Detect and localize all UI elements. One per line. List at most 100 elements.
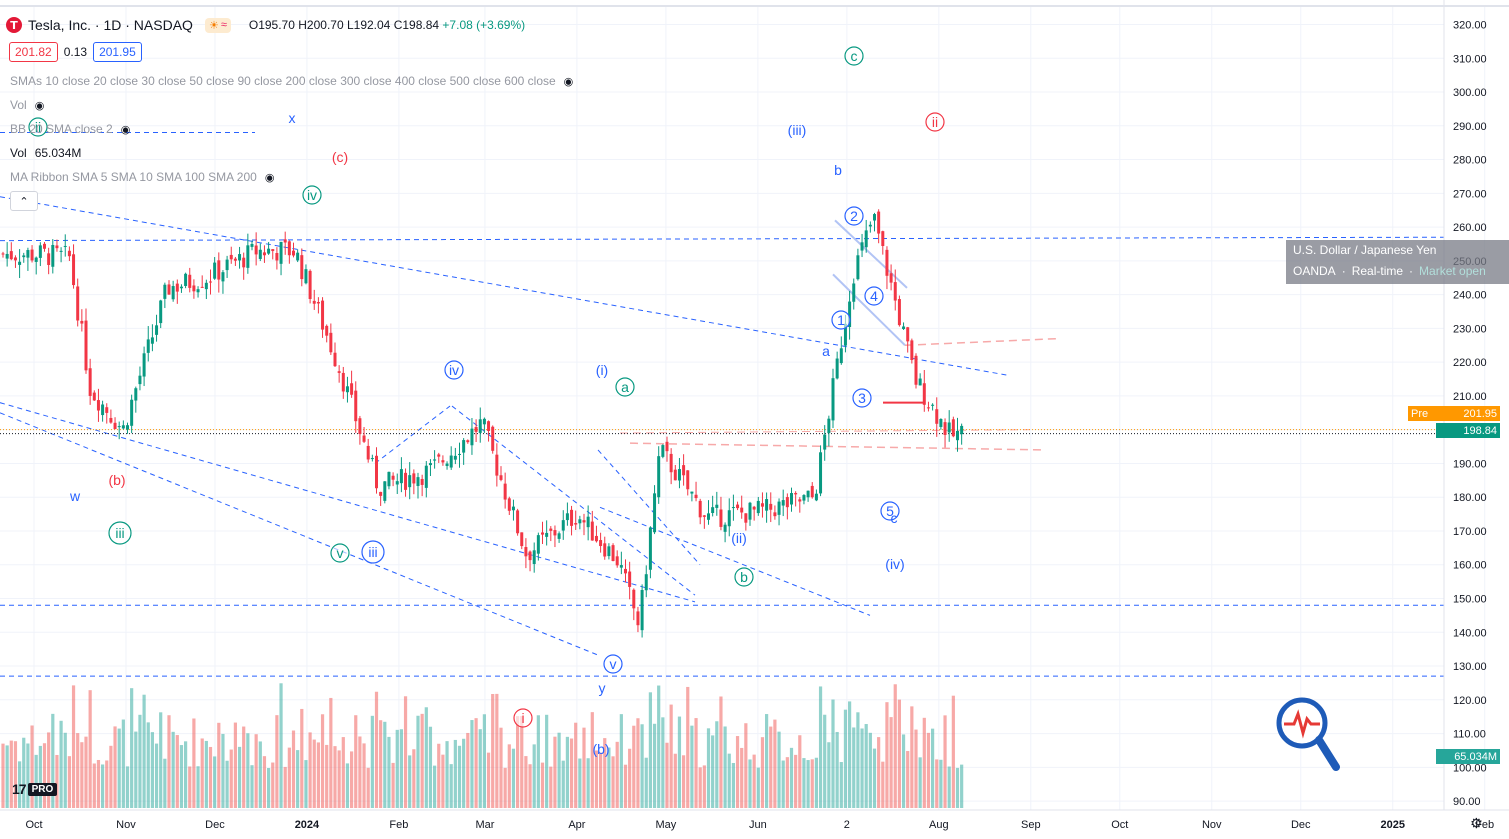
volume-bar <box>478 729 482 808</box>
candle-body <box>653 493 657 533</box>
price-tick-label: 260.00 <box>1453 222 1487 234</box>
volume-bar <box>769 726 773 808</box>
ma-ribbon-indicator[interactable]: MA Ribbon SMA 5 SMA 10 SMA 100 SMA 200 ◉ <box>10 170 274 184</box>
settings-gear-icon[interactable]: ⚙ <box>1470 815 1483 831</box>
volume-bar <box>644 757 648 808</box>
volume-bar <box>433 765 437 808</box>
candle-body <box>387 471 391 487</box>
wave-label: 1 <box>837 312 845 328</box>
volume-bar <box>275 715 279 808</box>
price-tick-label: 110.00 <box>1453 729 1486 741</box>
time-tick-label: Oct <box>25 819 42 831</box>
wave-label: ii <box>932 114 938 130</box>
trend-lines <box>0 132 1445 677</box>
candle-body <box>209 281 212 283</box>
volume-bar <box>84 736 88 808</box>
candle-body <box>549 528 553 531</box>
gridlines <box>0 6 1486 810</box>
candle-body <box>379 491 383 496</box>
volume-bar <box>59 720 63 808</box>
volume-bar <box>802 758 806 808</box>
candle-body <box>624 568 627 574</box>
candle-body <box>47 253 51 265</box>
tradingview-logo[interactable]: 17 PRO <box>12 781 58 797</box>
smas-indicator[interactable]: SMAs 10 close 20 close 30 close 50 close… <box>10 74 573 88</box>
volume-bar <box>121 719 125 808</box>
volume-bar <box>955 767 960 808</box>
session-badge[interactable]: ☀ ≈ <box>204 17 231 33</box>
usdjpy-overlay[interactable]: U.S. Dollar / Japanese Yen OANDA · Real-… <box>1286 240 1509 284</box>
volume-bar <box>457 745 462 808</box>
volume-bar <box>619 714 623 808</box>
volume-bar <box>702 765 706 808</box>
volume-bar <box>370 715 374 808</box>
volume-bar <box>661 717 665 808</box>
volume-bar <box>420 713 424 808</box>
time-tick-label: Dec <box>205 819 225 831</box>
wave-circle <box>864 286 884 306</box>
wave-label: x <box>289 110 296 126</box>
volume-bar <box>167 715 171 808</box>
volume-bar <box>565 736 569 808</box>
buy-price-button[interactable]: 201.95 <box>93 42 142 62</box>
volume-bar <box>889 717 893 808</box>
candle-body <box>835 358 839 379</box>
candle-body <box>582 520 586 523</box>
vol-indicator[interactable]: Vol 65.034M <box>10 146 81 160</box>
price-tick-label: 90.00 <box>1453 796 1481 808</box>
volume-bar <box>130 688 134 808</box>
volume-bar <box>507 744 511 808</box>
candle-body <box>565 513 569 521</box>
eye-hidden-icon[interactable]: ◉ <box>563 75 574 88</box>
volume-bar <box>13 741 18 808</box>
volume-bar <box>441 754 445 808</box>
eye-hidden-icon[interactable]: ◉ <box>120 123 131 136</box>
volume-bar <box>208 746 213 808</box>
eye-hidden-icon[interactable]: ◉ <box>264 171 275 184</box>
volume-bar <box>449 764 453 808</box>
price-tick-label: 210.00 <box>1453 391 1487 403</box>
candle-body <box>677 469 681 481</box>
volume-bar <box>1 743 5 808</box>
vol-hidden-indicator[interactable]: Vol ◉ <box>10 98 44 112</box>
volume-bar <box>910 706 914 808</box>
eye-hidden-icon[interactable]: ◉ <box>34 99 45 112</box>
candle-body <box>233 258 237 261</box>
bb-indicator[interactable]: BB 20 SMA close 2 ◉ <box>10 122 130 136</box>
candle-body <box>395 481 399 485</box>
open-value: O195.70 <box>248 18 295 32</box>
volume-bar <box>777 731 781 808</box>
candle-body <box>827 418 831 434</box>
wave-icon: ≈ <box>220 18 227 31</box>
volume-bar <box>785 757 789 808</box>
vol-hidden-label: Vol <box>10 98 27 112</box>
candle-body <box>370 458 374 460</box>
candle-body <box>26 250 30 258</box>
bb-label: BB 20 SMA close 2 <box>10 122 113 136</box>
candle-body <box>810 485 814 498</box>
wave-circle <box>302 185 322 205</box>
volume-bar <box>221 733 225 808</box>
candle-body <box>383 481 387 501</box>
volume-bar <box>632 725 636 808</box>
sell-price-button[interactable]: 201.82 <box>9 42 58 62</box>
candle-body <box>599 540 603 547</box>
time-tick-label: Nov <box>1202 819 1222 831</box>
volume-bar <box>395 729 399 808</box>
trade-row: 201.82 0.13 201.95 <box>9 42 142 62</box>
candle-body <box>499 475 503 480</box>
candle-body <box>258 249 262 259</box>
wave-circle <box>831 310 851 330</box>
candle-body <box>719 509 723 527</box>
volume-bar <box>486 752 491 808</box>
volume-bar <box>217 722 221 808</box>
wave-circle <box>108 521 132 545</box>
volume-bar <box>51 713 55 808</box>
volume-bar <box>939 759 943 808</box>
volume-bar <box>258 741 262 808</box>
symbol-title[interactable]: Tesla, Inc. · 1D · NASDAQ <box>28 17 193 33</box>
trend-line <box>0 402 696 603</box>
collapse-indicators-button[interactable]: ⌃ <box>10 191 38 211</box>
candle-body <box>449 455 453 468</box>
